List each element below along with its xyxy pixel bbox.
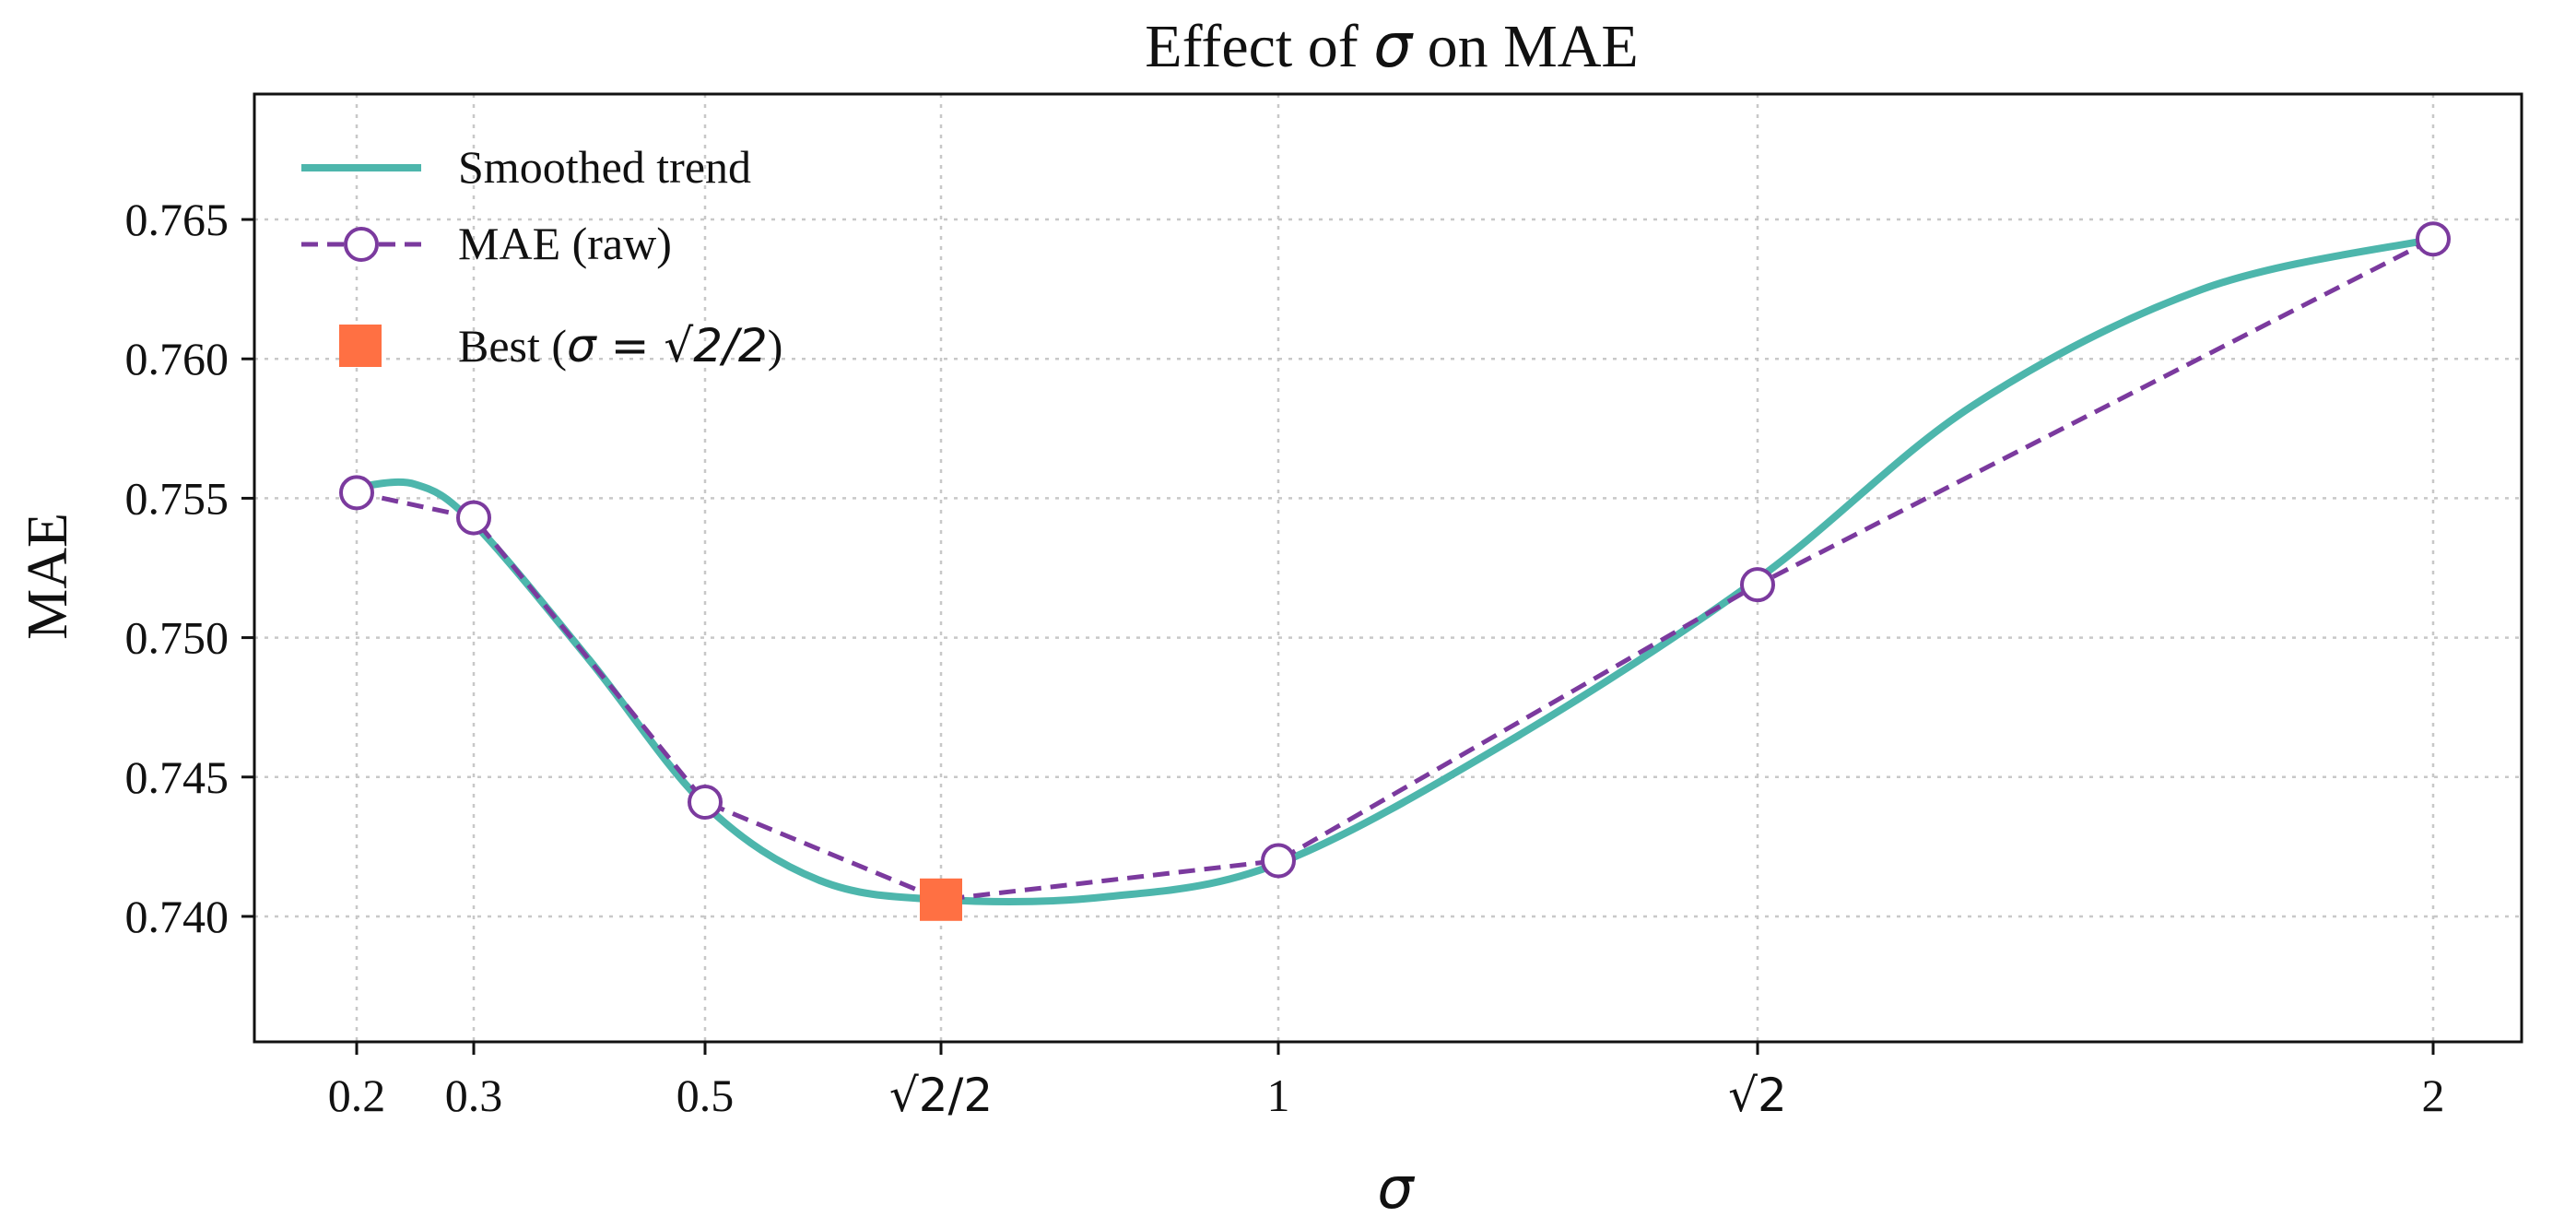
smoothed-trend-line [353, 235, 2437, 905]
y-axis-label: MAE [17, 513, 79, 640]
legend-best-marker [339, 325, 382, 367]
x-axis-label: σ [1377, 1154, 1415, 1222]
best-point-marker [920, 878, 962, 921]
y-tick-label: 0.760 [125, 333, 229, 384]
x-tick-label: √2/2 [889, 1069, 993, 1122]
mae-raw-point [1261, 843, 1296, 879]
x-ticks: 0.2 0.3 0.5 √2/2 1 √2 2 [328, 1042, 2445, 1122]
chart-title: Effect of σ on MAE [1145, 10, 1639, 81]
legend-raw-label: MAE (raw) [458, 218, 672, 269]
y-ticks: 0.740 0.745 0.750 0.755 0.760 0.765 [125, 194, 254, 942]
legend-best-label: Best (σ = √2/2) [458, 319, 782, 372]
x-tick-label: 2 [2422, 1069, 2445, 1121]
x-tick-label: 1 [1267, 1069, 1290, 1121]
series-layer [339, 221, 2451, 921]
legend-smoothed-label: Smoothed trend [458, 141, 751, 193]
mae-raw-point [1740, 567, 1775, 603]
legend-raw-marker [344, 227, 379, 262]
x-tick-label: √2 [1728, 1069, 1787, 1122]
y-tick-label: 0.765 [125, 194, 229, 245]
x-tick-label: 0.2 [328, 1069, 386, 1121]
y-tick-label: 0.740 [125, 891, 229, 942]
x-tick-label: 0.3 [445, 1069, 503, 1121]
y-tick-label: 0.750 [125, 612, 229, 664]
y-tick-label: 0.755 [125, 472, 229, 524]
grid-layer [254, 94, 2522, 1042]
y-tick-label: 0.745 [125, 751, 229, 803]
mae-raw-point [688, 784, 723, 820]
plot-frame [253, 92, 2523, 1044]
mae-raw-point [339, 475, 374, 511]
x-tick-label: 0.5 [676, 1069, 735, 1121]
mae-raw-point [456, 500, 491, 536]
mae-raw-point [2416, 221, 2451, 257]
legend: Smoothed trend MAE (raw) Best (σ = √2/2) [301, 141, 782, 372]
